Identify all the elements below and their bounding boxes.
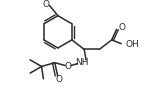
Text: O: O: [65, 62, 72, 71]
Text: O: O: [42, 0, 49, 9]
Text: NH: NH: [76, 58, 89, 67]
Text: O: O: [55, 75, 62, 84]
Text: O: O: [118, 23, 125, 32]
Text: OH: OH: [125, 40, 139, 49]
